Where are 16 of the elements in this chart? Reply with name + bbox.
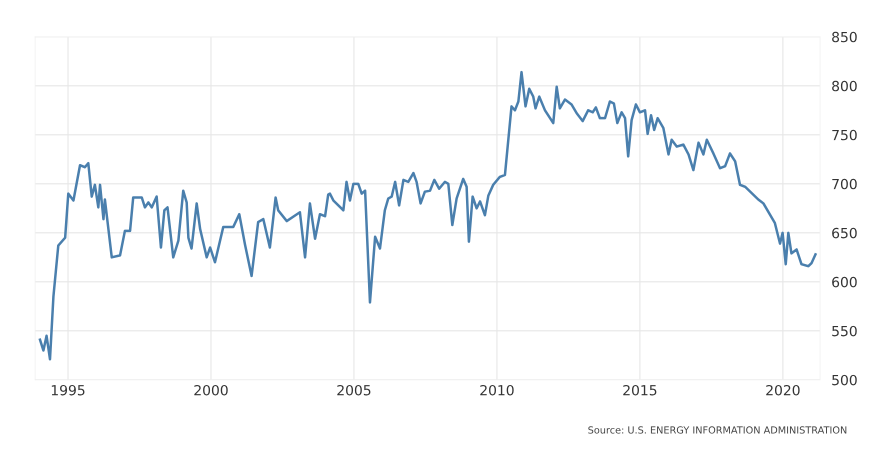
x-tick-label: 1995 bbox=[52, 384, 84, 396]
x-tick-label: 2010 bbox=[480, 384, 514, 396]
y-tick-label: 600 bbox=[832, 276, 857, 288]
y-tick-label: 700 bbox=[832, 178, 857, 190]
x-tick-label: 2020 bbox=[766, 384, 800, 396]
y-tick-label: 850 bbox=[832, 32, 857, 42]
y-tick-label: 550 bbox=[832, 326, 857, 336]
x-tick-label: 2005 bbox=[337, 384, 370, 396]
y-tick-label: 750 bbox=[832, 130, 857, 140]
x-tick-label: 2015 bbox=[623, 384, 656, 396]
y-tick-label: 650 bbox=[832, 228, 857, 238]
y-tick-label: 800 bbox=[832, 80, 857, 92]
x-tick-label: 2000 bbox=[194, 384, 228, 396]
line-series bbox=[38, 70, 817, 361]
y-tick-label: 500 bbox=[832, 374, 857, 386]
source-note: Source: U.S. ENERGY INFORMATION ADMINISTRATION bbox=[588, 426, 846, 434]
